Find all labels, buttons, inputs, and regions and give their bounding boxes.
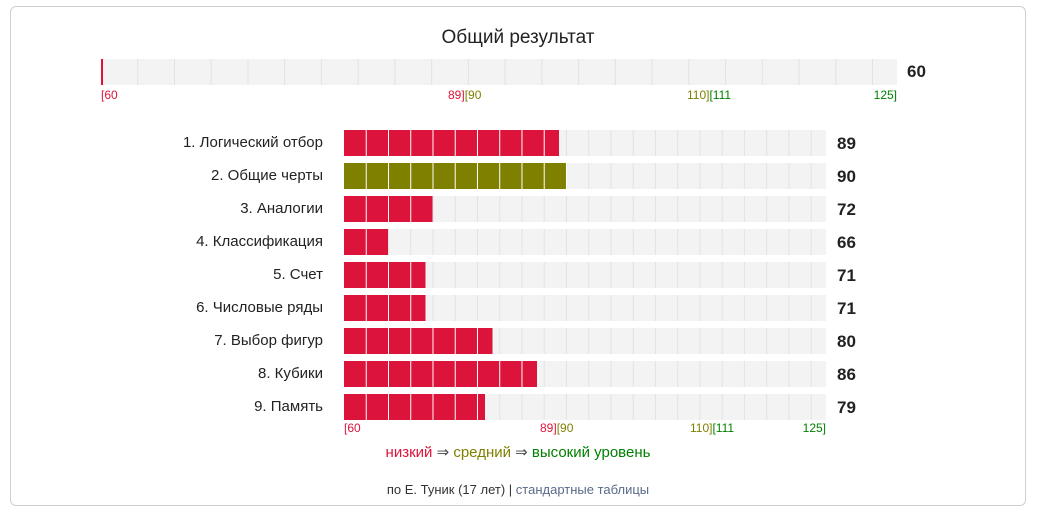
subtest-label: 8. Кубики [258,365,323,382]
scale-label-89-90: 89][90 [448,88,481,102]
subtest-bar [344,394,826,420]
overall-bar-track [101,59,897,85]
subtest-label: 5. Счет [273,266,323,283]
rows-scale-label-110-111: 110][111 [690,421,734,435]
rows-scale-label-89: 89] [540,421,557,435]
overall-bar [101,59,897,85]
subtest-label: 4. Классификация [196,233,323,250]
standard-tables-link[interactable]: стандартные таблицы [515,482,650,497]
level-legend: низкий ⇒ средний ⇒ высокий уровень [11,443,1025,461]
overall-scale: [60 89][90 110][111 125] [101,88,897,102]
subtest-bar-fill [344,262,426,288]
subtest-value: 80 [837,332,856,351]
subtest-label: 3. Аналогии [240,200,323,217]
legend-low: низкий [385,444,433,461]
subtest-label: 7. Выбор фигур [214,332,323,349]
legend-mid: средний [453,444,511,461]
overall-title: Общий результат [441,27,595,48]
subtest-bar-fill [344,295,426,321]
rows-scale-label-89-90: 89][90 [540,421,573,435]
legend-arrow-1: ⇒ [436,444,450,461]
subtest-label: 6. Числовые ряды [196,299,323,316]
subtest-value: 66 [837,233,856,252]
subtest-value: 86 [837,365,856,384]
scale-label-110-111: 110][111 [687,88,731,102]
subtest-value: 71 [837,266,856,285]
scale-label-110: 110] [687,88,710,102]
scale-label-90: [90 [464,88,482,102]
rows-scale-label-60: [60 [344,421,361,435]
overall-bar-fill [101,59,103,85]
subtest-value: 89 [837,134,856,153]
subtest-bar-fill [344,394,485,420]
subtest-value: 90 [837,167,856,186]
subtest-bar [344,262,826,288]
subtest-bar [344,361,826,387]
footer-author: по Е. Туник (17 лет) [386,482,506,497]
subtest-bar [344,229,826,255]
subtest-bar [344,130,826,156]
footer-separator: | [508,482,513,497]
scale-label-125: 125] [873,88,897,102]
footer: по Е. Туник (17 лет) | стандартные табли… [11,482,1025,497]
rows-scale-label-125: 125] [802,421,826,435]
rows-scale-label-110: 110] [690,421,713,435]
subtest-bar [344,196,826,222]
rows-scale: [60 89][90 110][111 125] [344,421,826,435]
subtest-bar [344,295,826,321]
subtest-bar [344,328,826,354]
scale-label-89: 89] [448,88,465,102]
rows-scale-label-111: [111 [712,421,735,435]
subtest-bar [344,163,826,189]
subtest-value: 79 [837,398,856,417]
subtest-bar-fill [344,328,493,354]
subtest-bar-fill [344,361,537,387]
subtest-value: 72 [837,200,856,219]
rows-scale-label-90: [90 [556,421,574,435]
legend-high: высокий уровень [531,444,651,461]
legend-arrow-2: ⇒ [515,444,528,461]
overall-value: 60 [907,62,926,81]
subtest-label: 2. Общие черты [211,167,323,184]
subtest-label: 9. Память [254,398,323,415]
scale-label-111: [111 [709,88,732,102]
subtest-bar-track [344,229,826,255]
subtest-bar-fill [344,130,560,156]
results-card: Общий результат 60 [60 89][90 110][111 1… [10,6,1026,506]
subtest-value: 71 [837,299,856,318]
subtest-label: 1. Логический отбор [182,134,323,151]
scale-label-60: [60 [101,88,118,102]
